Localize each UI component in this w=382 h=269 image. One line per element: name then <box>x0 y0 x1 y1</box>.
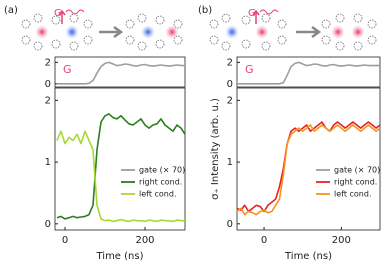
x-tick-label: 200 <box>332 235 351 246</box>
x-tick-label: 0 <box>261 235 267 246</box>
schematic-label: G <box>54 8 62 19</box>
plot-frame <box>236 56 381 88</box>
series-line <box>57 61 185 85</box>
x-tick-label: 200 <box>135 235 154 246</box>
y-tick-label: 1 <box>45 157 51 168</box>
x-axis-label: Time (ns) <box>95 251 143 262</box>
plot-frame <box>236 87 381 231</box>
y-tick-label: 2 <box>45 57 51 68</box>
y-tick-label: 0 <box>45 79 51 90</box>
plot-annotation: G <box>245 63 254 76</box>
series-line <box>236 121 381 213</box>
plot-frame <box>54 56 186 88</box>
y-axis-label: σ₊ Intensity (arb. u.) <box>210 98 221 200</box>
legend-label: left cond. <box>139 190 176 199</box>
plot-annotation: G <box>63 63 72 76</box>
plot-frame <box>54 87 186 231</box>
y-tick-label: 2 <box>227 57 233 68</box>
series-line <box>56 130 185 223</box>
legend-label: left cond. <box>334 190 371 199</box>
y-tick-label: 0 <box>227 219 233 230</box>
panel-label: (b) <box>198 5 212 16</box>
legend-label: right cond. <box>334 178 377 187</box>
series-line <box>56 113 186 220</box>
legend-label: gate (× 70) <box>334 166 380 175</box>
y-tick-label: 1 <box>227 157 233 168</box>
schematic-label: G <box>248 8 256 19</box>
legend-label: right cond. <box>139 178 182 187</box>
series-line <box>236 124 381 216</box>
y-tick-label: 0 <box>227 79 233 90</box>
x-tick-label: 0 <box>62 235 68 246</box>
legend-label: gate (× 70) <box>139 166 185 175</box>
y-tick-label: 2 <box>227 95 233 106</box>
schematic <box>21 9 377 51</box>
y-tick-label: 0 <box>45 219 51 230</box>
y-tick-label: 2 <box>45 95 51 106</box>
series-line <box>237 61 381 85</box>
panel-label: (a) <box>4 5 18 16</box>
x-axis-label: Time (ns) <box>284 251 332 262</box>
